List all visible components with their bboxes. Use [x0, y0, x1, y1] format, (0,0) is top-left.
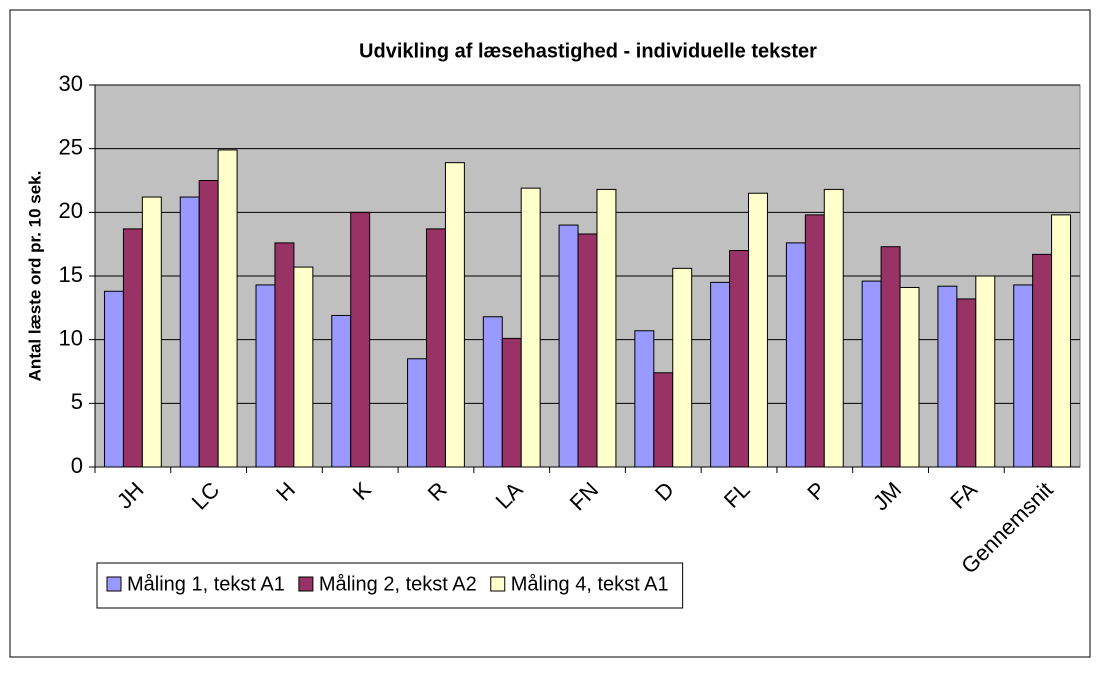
bar	[425, 228, 446, 468]
y-axis-label: Antal læste ord pr. 10 sek.	[25, 171, 44, 382]
bar	[293, 266, 314, 468]
legend-swatch	[298, 576, 314, 592]
bar	[823, 188, 844, 468]
bar	[520, 187, 541, 468]
y-tick-label: 5	[71, 389, 83, 414]
bar	[956, 298, 977, 468]
bar	[785, 242, 806, 468]
bar	[482, 316, 503, 468]
y-tick-label: 15	[59, 262, 83, 287]
bar	[634, 330, 655, 468]
bar	[141, 196, 162, 468]
y-tick-label: 0	[71, 453, 83, 478]
bar	[975, 275, 996, 468]
y-tick-label: 10	[59, 325, 83, 350]
bar	[255, 284, 276, 468]
bar	[672, 267, 693, 468]
bar	[899, 286, 920, 468]
bar	[1032, 253, 1053, 468]
y-tick-label: 20	[59, 198, 83, 223]
bar	[122, 228, 143, 468]
bar	[331, 314, 352, 468]
bar	[198, 180, 219, 468]
bar	[179, 196, 200, 468]
bar	[729, 250, 750, 468]
bar	[217, 149, 238, 468]
y-tick-label: 25	[59, 134, 83, 159]
bar	[1051, 214, 1072, 468]
bar	[596, 188, 617, 468]
bar	[861, 280, 882, 468]
bar	[880, 246, 901, 468]
bar	[804, 214, 825, 468]
bar	[937, 285, 958, 468]
legend: Måling 1, tekst A1 Måling 2, tekst A2 Måli…	[96, 562, 684, 609]
bar	[577, 233, 598, 468]
bar	[748, 192, 768, 468]
legend-swatch	[490, 576, 506, 592]
legend-label: Måling 1, tekst A1	[127, 573, 285, 595]
bar	[1013, 284, 1034, 468]
bar	[653, 372, 674, 468]
bar	[501, 337, 522, 468]
bar	[710, 281, 731, 468]
legend-label: Måling 4, tekst A1	[511, 573, 669, 595]
bar	[444, 162, 465, 468]
bar	[350, 211, 371, 468]
bar	[103, 290, 124, 468]
bar	[558, 224, 579, 468]
bar	[407, 358, 427, 468]
y-tick-label: 30	[59, 71, 83, 96]
legend-label: Måling 2, tekst A2	[319, 573, 477, 595]
chart-title: Udvikling af læsehastighed - individuell…	[359, 40, 817, 62]
legend-box	[96, 562, 684, 609]
bar	[274, 242, 295, 468]
legend-swatch	[106, 576, 122, 592]
